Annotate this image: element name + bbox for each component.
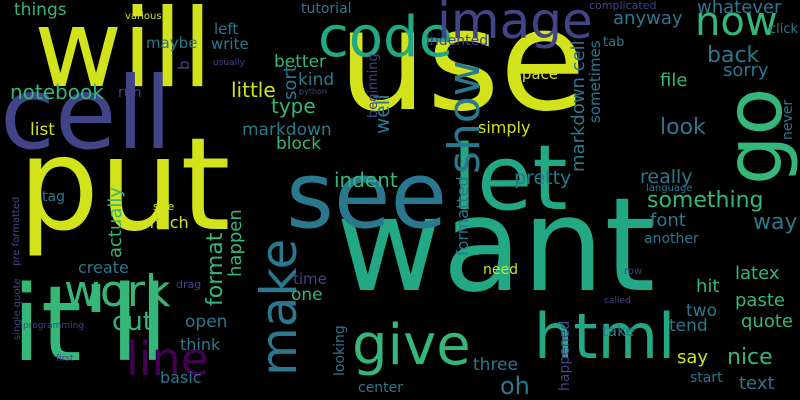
word-oh: oh [500, 372, 530, 400]
word-kind: kind [298, 70, 335, 90]
word-first: first [56, 354, 74, 364]
word-python: python [299, 87, 327, 96]
word-indented: indented [426, 33, 489, 49]
word-language: language [646, 183, 693, 194]
word-image: image [437, 0, 593, 50]
word-text: text [739, 373, 775, 394]
word-row: row [624, 266, 643, 277]
word-click: click [769, 22, 799, 37]
word-give: give [352, 313, 471, 378]
word-three: three [473, 355, 518, 375]
word-whatever: whatever [697, 0, 782, 18]
word-b: b [175, 60, 193, 70]
word-format: format [203, 232, 228, 306]
word-single-quote: single quote [12, 278, 23, 340]
word-left: left [214, 20, 239, 38]
word-write: write [211, 35, 249, 53]
word-now: now [695, 0, 778, 45]
word-nice: nice [727, 345, 773, 370]
word-usually: usually [213, 58, 245, 68]
word-maybe: maybe [146, 34, 198, 52]
word-drag: drag [176, 278, 202, 291]
word-programming: programming [23, 321, 85, 331]
word-cut: cut [112, 307, 153, 337]
word-markdown: markdown [242, 120, 332, 140]
word-cell: cell [0, 55, 173, 172]
word-use: use [338, 0, 586, 143]
word-tend: tend [669, 316, 708, 336]
word-itll: it'll [12, 263, 169, 385]
word-really: really [640, 166, 693, 188]
word-font: font [650, 210, 686, 231]
word-put: put [18, 111, 231, 260]
word-things: things [14, 0, 67, 20]
word-time: time [293, 270, 327, 288]
word-looking: looking [332, 325, 348, 376]
word-block: block [276, 134, 322, 154]
word-look: look [660, 115, 706, 140]
word-work: work [64, 266, 171, 317]
word-happen: happen [225, 209, 246, 277]
word-see: see [286, 142, 448, 249]
word-sorry: sorry [723, 60, 769, 81]
word-basic: basic [160, 368, 202, 387]
word-actually: actually [105, 186, 126, 258]
word-space: space [514, 65, 559, 83]
word-something: something [647, 188, 764, 213]
word-notebook: notebook [10, 80, 104, 104]
word-called: called [604, 296, 631, 306]
word-will: will [34, 0, 213, 112]
word-pre-formatted: pre formatted [11, 196, 22, 266]
word-pretty: pretty [514, 167, 572, 189]
word-code: code [318, 5, 454, 70]
word-one: one [291, 285, 323, 305]
word-better: better [274, 52, 327, 72]
word-tag: tag [42, 189, 65, 205]
word-sometimes: sometimes [586, 40, 604, 123]
word-various: various [125, 11, 162, 22]
word-simply: simply [478, 118, 531, 137]
word-run: run [118, 85, 142, 101]
word-formatted: formatted [453, 176, 472, 256]
word-beginning: beginning [366, 53, 381, 118]
word-complicated: complicated [589, 0, 657, 12]
word-line: line [126, 332, 210, 386]
word-open: open [185, 312, 228, 332]
word-take: take [602, 322, 635, 340]
word-type: type [271, 94, 316, 118]
word-little: little [231, 78, 276, 102]
word-way: way [753, 210, 798, 235]
word-need: need [483, 262, 518, 278]
word-anyway: anyway [613, 8, 683, 29]
word-happened: happened [557, 320, 573, 391]
word-much: much [144, 213, 189, 232]
word-center: center [358, 380, 404, 396]
word-make: make [250, 238, 308, 376]
word-never: never [780, 99, 796, 140]
word-let: let [452, 126, 568, 231]
word-file: file [660, 70, 688, 91]
word-start: start [690, 370, 723, 386]
word-back: back [707, 43, 760, 68]
word-say: say [677, 347, 709, 368]
word-quote: quote [741, 311, 793, 332]
word-html: html [534, 300, 676, 373]
word-list: list [30, 120, 55, 140]
word-size: size [153, 200, 175, 213]
word-create: create [78, 258, 129, 277]
word-think: think [180, 335, 221, 354]
word-tutorial: tutorial [301, 1, 352, 17]
word-tab: tab [603, 35, 625, 50]
word-latex: latex [735, 263, 780, 284]
word-paste: paste [735, 290, 785, 311]
word-want: want [336, 169, 656, 321]
word-hit: hit [696, 276, 720, 297]
word-another: another [644, 231, 699, 247]
word-indent: indent [334, 168, 398, 192]
word-two: two [686, 301, 717, 321]
